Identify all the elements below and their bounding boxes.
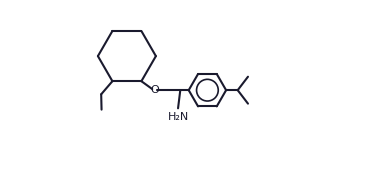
Text: H₂N: H₂N (167, 112, 188, 122)
Text: O: O (150, 85, 159, 95)
